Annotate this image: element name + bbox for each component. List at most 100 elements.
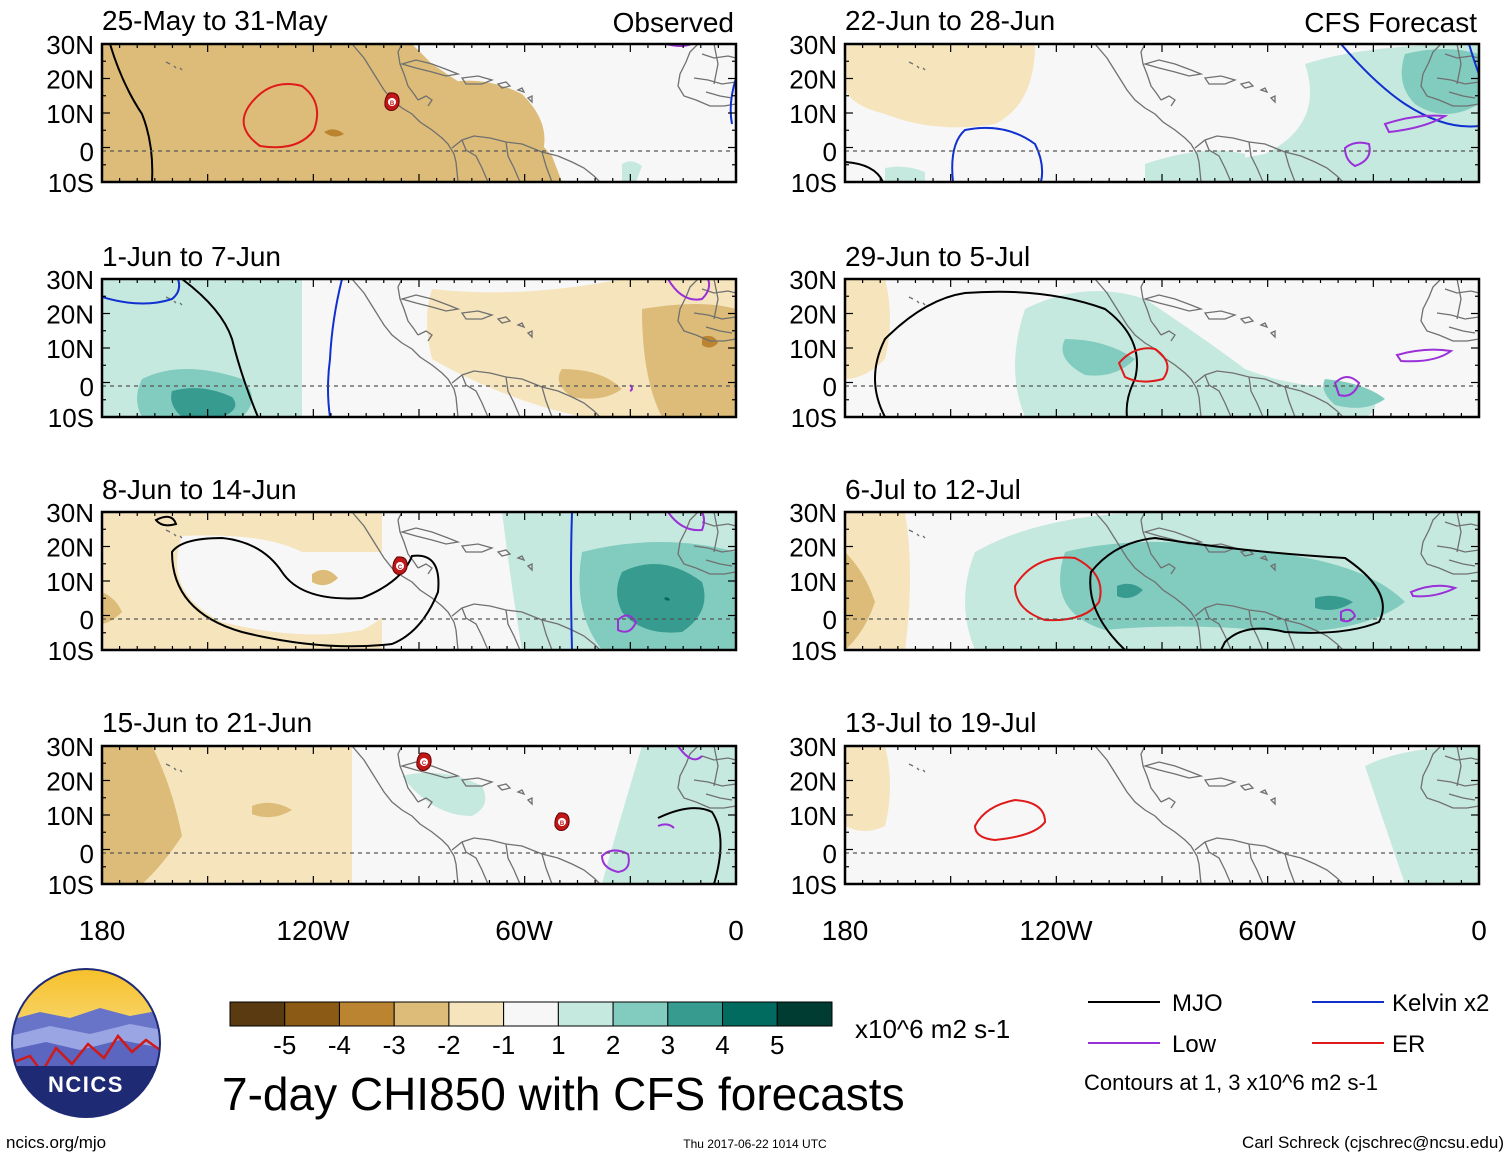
footer-timestamp: Thu 2017-06-22 1014 UTC	[683, 1137, 827, 1151]
panel-title: 25-May to 31-May	[102, 5, 328, 36]
latitude-label: 30N	[46, 732, 94, 762]
wave-contour	[1340, 44, 1479, 128]
svg-text:B: B	[560, 821, 565, 827]
colorbar-segment	[284, 1001, 340, 1027]
latitude-label: 10S	[791, 870, 837, 900]
panel-title: 15-Jun to 21-Jun	[102, 707, 312, 738]
colorbar-segment	[503, 1001, 559, 1027]
latitude-label: 10S	[48, 870, 94, 900]
legend-label-mjo: MJO	[1172, 990, 1223, 1017]
anomaly-shading	[171, 388, 236, 417]
logo-text: NCICS	[48, 1072, 124, 1097]
longitude-axis-right: 180 120W 60W 0	[822, 915, 1487, 946]
main-title: 7-day CHI850 with CFS forecasts	[222, 1068, 905, 1120]
wave-contour	[154, 515, 178, 527]
wave-contour	[1343, 141, 1371, 168]
anomaly-shading	[1062, 339, 1135, 376]
latitude-label: 10S	[791, 403, 837, 433]
panel-title: 29-Jun to 5-Jul	[845, 241, 1030, 272]
colorbar-label: -2	[437, 1030, 460, 1060]
latitude-label: 0	[80, 605, 94, 635]
latitude-label: 20N	[46, 767, 94, 797]
latitude-label: 10N	[46, 567, 94, 597]
wave-contour	[327, 279, 343, 417]
tropical-cyclone-marker: B	[384, 92, 400, 111]
anomaly-shading	[1145, 44, 1479, 182]
latitude-label: 10S	[791, 168, 837, 198]
wave-contour	[1395, 348, 1454, 363]
colorbar-segment	[338, 1001, 395, 1027]
wave-contour	[951, 126, 1044, 182]
colorbar-segment	[448, 1001, 505, 1027]
latitude-label: 10S	[791, 636, 837, 666]
latitude-label: 0	[823, 839, 837, 869]
latitude-label: 10N	[789, 99, 837, 129]
latitude-label: 30N	[46, 265, 94, 295]
wave-contour	[102, 279, 181, 305]
wave-contour	[973, 798, 1047, 842]
panel-title: 13-Jul to 19-Jul	[845, 707, 1036, 738]
panel-tag: Observed	[613, 7, 734, 38]
anomaly-shading	[1365, 746, 1479, 884]
latitude-label: 20N	[789, 767, 837, 797]
latitude-label: 0	[823, 372, 837, 402]
legend-note: Contours at 1, 3 x10^6 m2 s-1	[1084, 1070, 1378, 1095]
colorbar-label: -5	[273, 1030, 296, 1060]
anomaly-shading	[558, 369, 622, 399]
wave-contour	[600, 849, 630, 874]
panel-title: 8-Jun to 14-Jun	[102, 474, 297, 505]
anomaly-shading	[142, 48, 442, 169]
colorbar-segment	[776, 1001, 833, 1027]
wave-contour	[1383, 114, 1449, 134]
longitude-label: 60W	[495, 915, 553, 946]
latitude-label: 10S	[48, 636, 94, 666]
wave-contour	[667, 512, 705, 532]
anomaly-shading	[312, 569, 338, 586]
panel-title: 1-Jun to 7-Jun	[102, 241, 281, 272]
legend-label-low: Low	[1172, 1031, 1217, 1058]
wave-contour	[1089, 536, 1384, 650]
wave-contour	[1117, 347, 1169, 383]
latitude-label: 20N	[789, 65, 837, 95]
latitude-label: 10S	[48, 403, 94, 433]
footer-url[interactable]: ncics.org/mjo	[6, 1133, 106, 1152]
anomaly-shading	[1117, 583, 1143, 598]
anomaly-shading	[602, 746, 736, 884]
anomaly-shading	[102, 44, 202, 118]
anomaly-shading	[845, 552, 875, 650]
svg-text:B: B	[390, 101, 395, 107]
latitude-label: 20N	[789, 533, 837, 563]
panel-tag: CFS Forecast	[1304, 7, 1477, 38]
wave-contour	[170, 536, 440, 648]
latitude-label: 0	[80, 839, 94, 869]
anomaly-shading	[664, 597, 670, 601]
wave-contour	[1333, 376, 1361, 397]
colorbar-label: -3	[383, 1030, 406, 1060]
latitude-label: 0	[823, 605, 837, 635]
colorbar-segment	[393, 1001, 450, 1027]
legend-label-kelvin: Kelvin x2	[1392, 990, 1489, 1017]
wave-contour	[657, 823, 675, 829]
wave-contour	[845, 161, 884, 182]
longitude-axis-left: 180 120W 60W 0	[79, 915, 744, 946]
latitude-label: 30N	[789, 732, 837, 762]
latitude-label: 30N	[789, 265, 837, 295]
latitude-label: 20N	[46, 533, 94, 563]
colorbar-label: -4	[328, 1030, 351, 1060]
wave-contour	[181, 279, 259, 417]
wave-contour	[570, 512, 573, 650]
colorbar-segment	[667, 1001, 724, 1027]
wave-contour	[667, 279, 711, 301]
colorbar-segment	[229, 1001, 286, 1027]
svg-text:C: C	[422, 761, 427, 767]
colorbar: -5 -4 -3 -2 -1 1 2 3 4 5	[229, 1001, 833, 1060]
anomaly-shading	[1060, 542, 1405, 632]
longitude-label: 60W	[1238, 915, 1296, 946]
wave-contour	[657, 807, 722, 884]
anomaly-shading	[642, 304, 736, 417]
latitude-label: 30N	[789, 498, 837, 528]
wave-contour	[1340, 608, 1357, 623]
